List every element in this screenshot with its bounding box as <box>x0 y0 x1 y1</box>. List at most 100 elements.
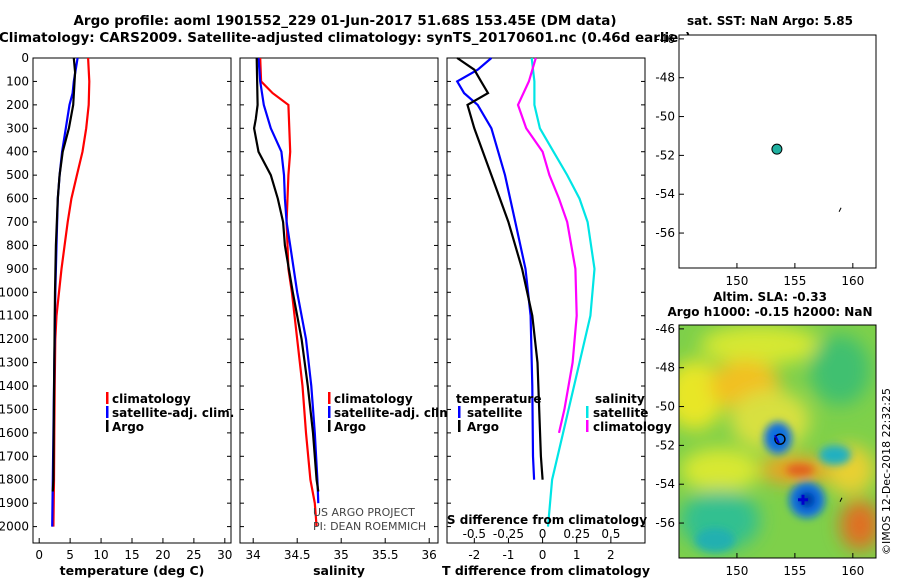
series-line-t-satellite <box>455 57 536 480</box>
y-tick-label: 300 <box>6 121 29 135</box>
y-tick-label: 800 <box>6 238 29 252</box>
title-line2: Climatology: CARS2009. Satellite-adjuste… <box>0 30 691 46</box>
legend-swatch-argo <box>328 420 331 432</box>
annotation-pi: PI: DEAN ROEMMICH <box>313 520 426 533</box>
series-line-argo <box>252 57 320 492</box>
sla-map-panel: Altim. SLA: -0.33 Argo h1000: -0.15 h200… <box>655 290 877 578</box>
title-line1: Argo profile: aoml 1901552_229 01-Jun-20… <box>73 13 616 29</box>
y-tick-label: 1700 <box>0 449 29 463</box>
difference-legend-s: salinity satellite climatology <box>586 392 672 434</box>
salinity-legend: climatology satellite-adj. clim. Argo <box>328 392 456 434</box>
legend-label-s-climatology: climatology <box>593 420 672 434</box>
x-tick-label: 10 <box>93 548 108 562</box>
legend-swatch-s-climatology <box>586 420 589 432</box>
s-tick-label: 0 <box>539 527 547 541</box>
series-line-t-argo <box>456 57 544 480</box>
legend-label-t-argo: Argo <box>467 420 499 434</box>
legend-label-climatology: climatology <box>334 392 413 406</box>
legend-label-satellite: satellite-adj. clim. <box>334 406 456 420</box>
track-marker <box>839 497 843 502</box>
y-tick-label: 1100 <box>0 309 29 323</box>
argo-profile-point <box>774 433 786 445</box>
y-tick-label: -46 <box>655 32 675 46</box>
s-tick-label: 0.25 <box>563 527 590 541</box>
x-tick-label: 25 <box>186 548 201 562</box>
y-tick-label: 1900 <box>0 496 29 510</box>
x-tick-label: 30 <box>217 548 232 562</box>
difference-plot-frame <box>446 57 646 544</box>
track-marker <box>838 207 842 212</box>
x-tick-label: 34 <box>246 548 261 562</box>
difference-legend-t: temperature satellite Argo <box>456 392 541 434</box>
y-tick-label: 1300 <box>0 356 29 370</box>
temperature-panel: 0 5 10 15 20 25 300100200300400500600700800900… <box>0 51 234 578</box>
legend-label-argo: Argo <box>112 420 144 434</box>
difference-s-label: S difference from climatology <box>447 513 647 527</box>
legend-swatch-satellite <box>328 406 331 418</box>
y-tick-label: 600 <box>6 192 29 206</box>
sst-map-panel: sat. SST: NaN Argo: 5.85 150 155 160 -46 -48… <box>655 14 877 288</box>
y-tick-label: 1600 <box>0 426 29 440</box>
s-tick-label: -0.5 <box>463 527 486 541</box>
legend-label-t-satellite: satellite <box>467 406 522 420</box>
y-tick-label: -46 <box>655 322 675 336</box>
salinity-panel: 34 34.5 35 35.5 36 salinity climatology sate… <box>239 57 456 578</box>
x-tick-label: 0 <box>35 548 43 562</box>
sla-heatmap <box>679 325 876 558</box>
y-tick-label: -48 <box>655 71 675 85</box>
x-tick-label: 2 <box>607 548 615 562</box>
x-tick-label: 1 <box>573 548 581 562</box>
legend-swatch-climatology <box>328 392 331 404</box>
y-tick-label: 2000 <box>0 520 29 534</box>
timestamp-label: ©IMOS 12-Dec-2018 22:32:25 <box>880 388 893 555</box>
salinity-plot-frame <box>239 57 439 544</box>
x-tick-label: 160 <box>841 274 864 288</box>
legend-swatch-climatology <box>106 392 109 404</box>
y-tick-label: 900 <box>6 262 29 276</box>
series-line-satellite-adj-clim- <box>257 57 320 504</box>
y-tick-label: -52 <box>655 438 675 452</box>
y-tick-label: -48 <box>655 361 675 375</box>
y-tick-label: 1000 <box>0 285 29 299</box>
y-tick-label: 1400 <box>0 379 29 393</box>
series-line-s-satellite <box>530 57 596 527</box>
legend-swatch-satellite <box>106 406 109 418</box>
legend-label-argo: Argo <box>334 420 366 434</box>
sla-map-title: Altim. SLA: -0.33 <box>713 290 827 304</box>
difference-panel: -2 -1 0 1 2 -0.5 -0.25 0 0.25 0.5 S difference fr… <box>442 57 672 578</box>
y-tick-label: -50 <box>655 110 675 124</box>
series-line-climatology <box>259 57 318 527</box>
legend-label-climatology: climatology <box>112 392 191 406</box>
x-tick-label: 150 <box>725 564 748 578</box>
y-tick-label: 1500 <box>0 402 29 416</box>
y-tick-label: 100 <box>6 74 29 88</box>
y-tick-label: 400 <box>6 145 29 159</box>
temperature-xlabel: temperature (deg C) <box>60 563 205 578</box>
y-tick-label: -54 <box>655 477 675 491</box>
sla-map-frame <box>678 324 877 559</box>
y-tick-label: -52 <box>655 148 675 162</box>
series-line-s-climatology <box>516 57 578 434</box>
y-tick-label: 200 <box>6 98 29 112</box>
legend-swatch-s-satellite <box>586 406 589 418</box>
salinity-xlabel: salinity <box>313 563 365 578</box>
y-tick-label: 1200 <box>0 332 29 346</box>
sst-map-title: sat. SST: NaN Argo: 5.85 <box>687 14 853 28</box>
legend-label-s-satellite: satellite <box>593 406 648 420</box>
series-line-argo <box>51 57 77 492</box>
argo-profile-mark <box>774 434 780 444</box>
x-tick-label: 34.5 <box>284 548 311 562</box>
difference-xlabel: T difference from climatology <box>442 563 650 578</box>
y-tick-label: 700 <box>6 215 29 229</box>
argo-profile-point <box>771 143 783 155</box>
s-tick-label: 0.5 <box>601 527 620 541</box>
y-tick-label: -56 <box>655 226 675 240</box>
x-tick-label: 150 <box>725 274 748 288</box>
x-tick-label: 20 <box>155 548 170 562</box>
temperature-plot-frame <box>32 57 232 544</box>
y-tick-label: 500 <box>6 168 29 182</box>
x-tick-label: 5 <box>66 548 74 562</box>
s-tick-label: -0.25 <box>493 527 524 541</box>
x-tick-label: 160 <box>841 564 864 578</box>
